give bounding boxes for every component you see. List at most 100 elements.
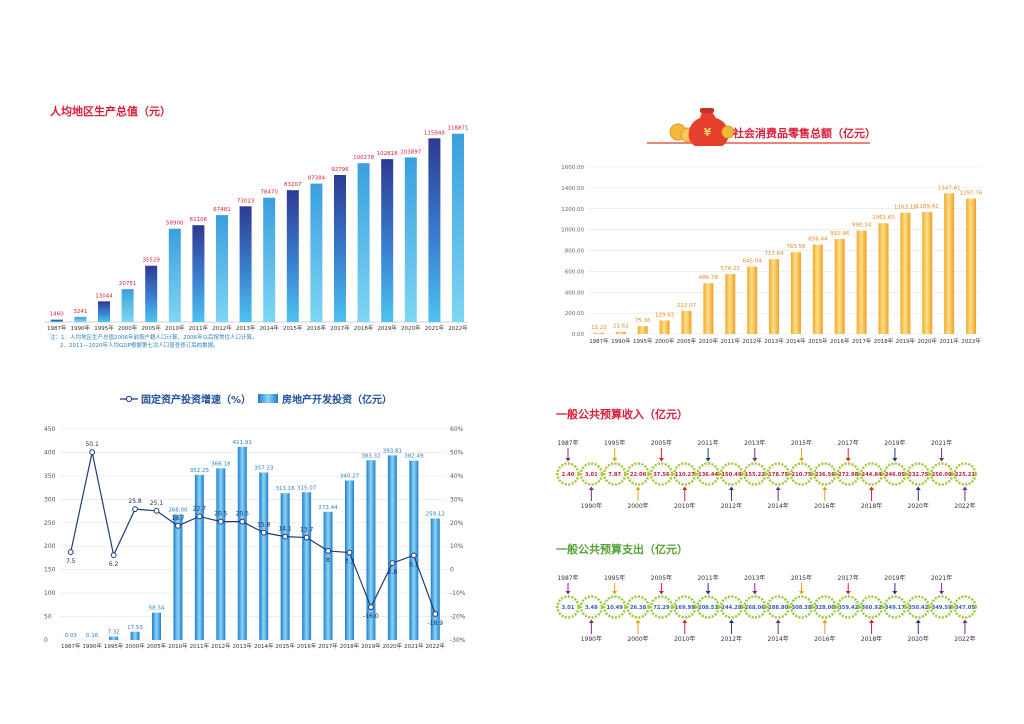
timeline-value: 246.05 (885, 472, 905, 478)
invest-x-tick-label: 2013年 (233, 642, 253, 650)
invest-x-tick-label: 2018年 (340, 642, 360, 650)
retail-bar (615, 331, 626, 334)
gdp-chart-title: 人均地区生产总值（元） (50, 104, 171, 118)
timeline-top-year: 2013年 (744, 439, 765, 447)
gdp-value-label: 61106 (190, 217, 208, 223)
arrow-down-icon (658, 458, 664, 462)
invest-bar (345, 480, 354, 640)
invest-right-tick-label: 10% (450, 543, 464, 550)
gdp-bar (404, 157, 417, 322)
timeline-value: 349.59 (932, 605, 952, 611)
timeline-bottom-year: 2000年 (627, 502, 648, 510)
gdp-per-capita-chart: 人均地区生产总值（元） 1460 1987年 3241 1990年 13044 1995年… (44, 104, 469, 349)
timeline-bottom-year: 2020年 (908, 635, 929, 643)
timeline-top-year: 1995年 (604, 439, 625, 447)
invest-bar-label: 315.07 (297, 485, 317, 491)
invest-x-tick-label: 2011年 (190, 642, 210, 650)
invest-right-tick-label: 20% (450, 520, 464, 527)
arrow-down-icon (892, 458, 898, 462)
retail-value-label: 856.44 (808, 237, 828, 243)
growth-rate-point (303, 534, 310, 541)
arrow-down-icon (565, 458, 571, 462)
gdp-x-tick-label: 2020年 (401, 324, 421, 332)
growth-rate-label: 25.8 (128, 498, 142, 505)
timeline-bottom-year: 2010年 (674, 635, 695, 643)
timeline-bottom-year: 2022年 (954, 502, 975, 510)
gdp-bar (381, 159, 394, 322)
expense-timeline: 一般公共预算支出（亿元） 3.01 1987年 3.48 1990年 10.49 1995… (556, 542, 977, 643)
gdp-x-tick-label: 2014年 (259, 324, 279, 332)
timeline-value: 150.49 (721, 472, 741, 478)
bar-legend-label: 房地产开发投资（亿元） (282, 393, 392, 406)
retail-bar (834, 238, 845, 334)
timeline-value: 155.22 (745, 472, 765, 478)
timeline-bottom-year: 2018年 (861, 635, 882, 643)
timeline-value: 210.75 (791, 472, 811, 478)
retail-bar (769, 259, 780, 334)
retail-y-tick-label: 1000.00 (561, 228, 584, 234)
retail-y-tick-label: 0.00 (572, 332, 585, 338)
timeline-value: 3.48 (585, 605, 598, 611)
gdp-bar (98, 301, 110, 322)
invest-x-tick-label: 2012年 (211, 642, 231, 650)
invest-x-tick-label: 2022年 (426, 642, 446, 650)
invest-bar-label: 411.91 (233, 440, 252, 446)
retail-bar (878, 223, 889, 334)
invest-left-tick-label: 450 (44, 426, 56, 433)
arrow-down-icon (658, 591, 664, 595)
arrow-up-icon (728, 486, 734, 490)
timeline-bottom-year: 1990年 (581, 635, 602, 643)
arrow-down-icon (565, 591, 571, 595)
retail-bar (659, 320, 670, 334)
growth-rate-point (260, 529, 267, 536)
retail-x-tick-label: 2020年 (918, 337, 938, 345)
growth-rate-label: 14.1 (278, 526, 292, 533)
retail-x-tick-label: 2013年 (764, 337, 784, 345)
timeline-value: 7.87 (608, 472, 621, 478)
retail-chart-title: 社会消费品零售总额（亿元） (732, 126, 876, 140)
arrow-up-icon (915, 619, 921, 623)
retail-bar (725, 274, 736, 334)
arrow-down-icon (752, 591, 758, 595)
arrow-up-icon (822, 619, 828, 623)
arrow-up-icon (635, 619, 641, 623)
timeline-value: 37.56 (653, 472, 670, 478)
retail-x-tick-label: 2019年 (896, 337, 916, 345)
retail-value-label: 1347.61 (938, 185, 961, 191)
gdp-value-label: 3241 (73, 309, 87, 315)
timeline-value: 244.28 (721, 605, 741, 611)
timeline-top-year: 2019年 (884, 439, 905, 447)
growth-rate-point (153, 507, 160, 514)
timeline-top-year: 2017年 (838, 574, 859, 582)
retail-x-tick-label: 2022年 (961, 337, 981, 345)
invest-right-tick-label: 0 (450, 567, 454, 574)
growth-rate-label: 6.2 (109, 561, 119, 568)
revenue-title: 一般公共预算收入（亿元） (556, 407, 688, 421)
arrow-down-icon (799, 458, 804, 462)
timeline-value: 169.99 (675, 605, 695, 611)
retail-bar (856, 230, 867, 334)
retail-y-tick-label: 1400.00 (561, 186, 584, 192)
invest-x-tick-label: 2017年 (318, 642, 338, 650)
retail-x-tick-label: 1987年 (589, 337, 609, 345)
timeline-bottom-year: 2018年 (861, 502, 882, 510)
arrow-down-icon (939, 591, 945, 595)
line-legend-label: 固定资产投资增速（%） (141, 393, 251, 406)
growth-rate-point (67, 549, 74, 555)
invest-bar-label: 273.44 (318, 505, 338, 511)
gdp-bar (263, 197, 276, 322)
gdp-bar (74, 316, 87, 322)
retail-x-tick-label: 2017年 (852, 337, 872, 345)
gdp-value-label: 103897 (400, 149, 421, 155)
retail-x-tick-label: 2015年 (808, 337, 828, 345)
investment-legend: 固定资产投资增速（%） 房地产开发投资（亿元） (120, 393, 392, 406)
growth-rate-label: 25.1 (150, 500, 164, 507)
retail-value-label: 486.78 (699, 275, 719, 281)
gdp-bar (121, 289, 134, 322)
retail-x-tick-label: 2021年 (939, 337, 959, 345)
invest-bar (216, 468, 226, 640)
invest-x-tick-label: 1987年 (61, 642, 81, 650)
growth-rate-point (239, 518, 246, 525)
invest-bar (409, 460, 419, 640)
growth-rate-point (389, 560, 396, 567)
